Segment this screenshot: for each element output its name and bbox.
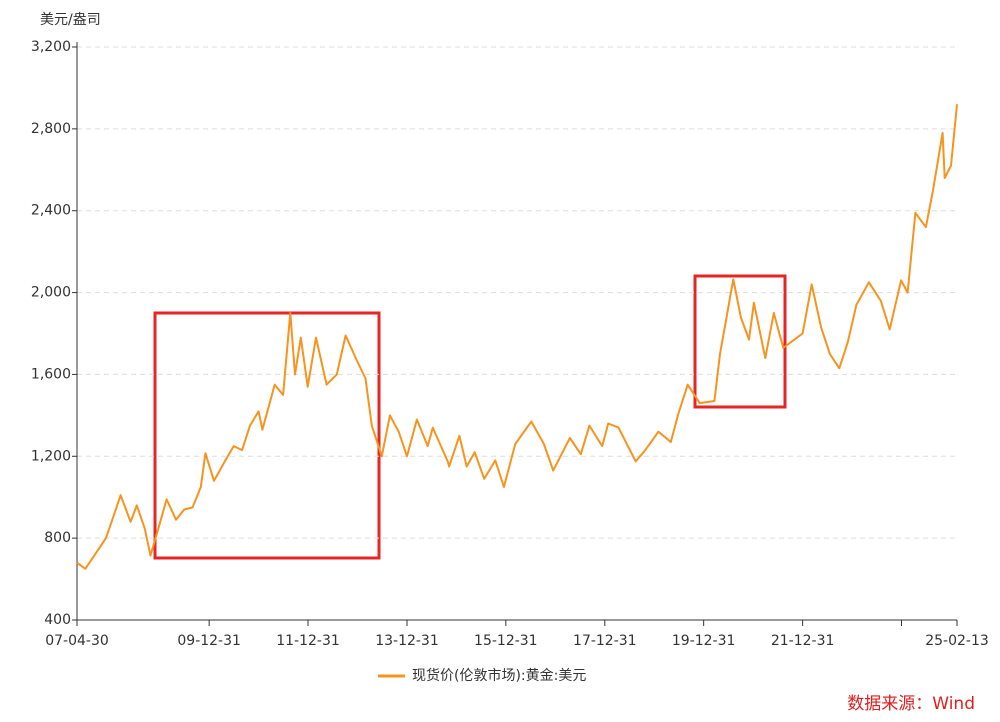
x-tick-label: 07-04-30 [45,633,109,649]
x-tick-label: 09-12-31 [177,633,241,649]
x-tick-label: 13-12-31 [375,633,439,649]
x-tick-label: 19-12-31 [672,633,736,649]
x-tick-label: 25-02-13 [925,633,989,649]
x-tick-label: 11-12-31 [276,633,340,649]
y-tick-label: 2,800 [31,121,71,137]
highlight-box [693,274,787,409]
y-tick-label: 2,400 [31,203,71,219]
x-tick-label: 17-12-31 [573,633,637,649]
y-tick-label: 1,600 [31,366,71,382]
highlight-box [153,311,381,560]
y-tick-label: 1,200 [31,448,71,464]
y-tick-label: 400 [44,612,71,628]
source-note: 数据来源：Wind [847,694,975,714]
legend-label: 现货价(伦敦市场):黄金:美元 [412,667,586,684]
price-line [76,104,958,570]
y-tick-label: 2,000 [31,285,71,301]
y-tick-label: 3,200 [31,39,71,55]
y-axis-label: 美元/盎司 [40,12,101,28]
x-tick-label: 15-12-31 [474,633,538,649]
y-tick-label: 800 [44,530,71,546]
x-tick-label: 21-12-31 [771,633,835,649]
